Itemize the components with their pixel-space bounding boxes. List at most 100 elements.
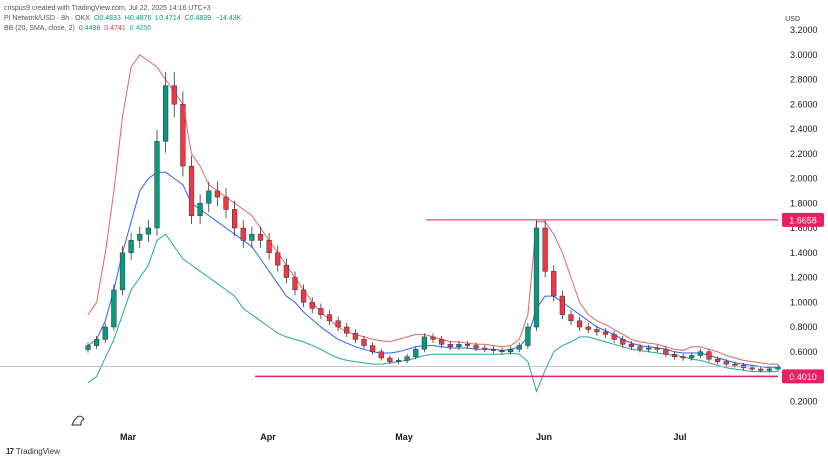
candle-body — [723, 361, 729, 365]
y-tick-label: 3.2000 — [790, 25, 818, 35]
y-tick-label: 1.2000 — [790, 273, 818, 283]
candle-body — [439, 339, 445, 345]
candle-body — [266, 240, 272, 253]
candle-body — [154, 141, 160, 229]
candle-body — [119, 252, 126, 291]
candle-body — [171, 85, 177, 105]
y-tick-label: 1.4000 — [790, 248, 818, 258]
y-tick-label: 0.6000 — [790, 347, 818, 357]
candle-body — [292, 277, 298, 291]
candle-body — [387, 357, 393, 362]
candle-body — [611, 334, 617, 340]
candle-body — [473, 345, 479, 349]
candle-body — [671, 353, 678, 357]
y-tick-label: 2.2000 — [790, 149, 818, 159]
candle-body — [628, 344, 634, 348]
candle-body — [533, 227, 540, 328]
candle-body — [766, 368, 772, 371]
chart-header: crispus9 created with TradingView.com, J… — [4, 4, 241, 34]
candle-body — [456, 344, 462, 348]
candle-body — [585, 326, 591, 330]
candle-body — [404, 356, 410, 361]
y-tick-label: 3.0000 — [790, 50, 818, 60]
candle-body — [240, 227, 246, 241]
candle-body — [421, 336, 427, 350]
candle-body — [715, 358, 721, 362]
y-tick-label: 2.0000 — [790, 174, 818, 184]
candle-body — [206, 190, 212, 204]
candle-body — [163, 85, 169, 142]
candle-body — [335, 320, 341, 328]
candle-body — [637, 346, 643, 350]
price-tag-label: 0.4010 — [789, 372, 817, 382]
y-tick-label: 1.6000 — [790, 223, 818, 233]
candle-body — [464, 344, 471, 346]
low-value: L0.4714 — [155, 15, 181, 22]
candle-body — [568, 314, 574, 322]
candle-body — [378, 351, 384, 359]
candle-body — [490, 349, 496, 351]
candle-body — [732, 363, 738, 366]
candle-body — [482, 347, 488, 350]
symbol-label: PI Network/USD · 8h · OKX — [4, 15, 90, 22]
candle-body — [85, 345, 91, 350]
price-tag — [782, 212, 824, 227]
candle-body — [197, 203, 203, 216]
candle-body — [663, 349, 669, 355]
candle-body — [749, 367, 755, 370]
candle-body — [137, 233, 143, 241]
candle-body — [128, 240, 134, 253]
candle-body — [758, 368, 764, 371]
candle-body — [577, 320, 583, 328]
candle-body — [301, 289, 307, 303]
candle-body — [232, 209, 238, 229]
bb-label: BB (20, SMA, close, 2) — [4, 25, 75, 32]
created-line: crispus9 created with TradingView.com, J… — [4, 5, 211, 12]
candle-body — [249, 233, 255, 241]
bb-lower-line — [87, 233, 778, 393]
candle-body — [352, 332, 358, 340]
x-tick-label: Apr — [260, 432, 276, 442]
y-tick-label: 2.4000 — [790, 124, 818, 134]
candle-body — [370, 345, 376, 352]
candle-body — [344, 326, 350, 334]
y-tick-label: 0.8000 — [790, 322, 818, 332]
candle-body — [395, 360, 402, 362]
candle-body — [283, 264, 289, 278]
candle-body — [94, 339, 100, 346]
bb-basis-line — [87, 171, 778, 369]
candle-body — [646, 347, 652, 350]
price-tag — [782, 369, 824, 384]
candle-body — [318, 308, 324, 315]
candle-body — [602, 331, 609, 335]
x-tick-label: Mar — [120, 432, 137, 442]
candle-body — [257, 233, 264, 241]
candle-body — [326, 314, 333, 322]
volume-value: −14.43K — [215, 15, 242, 22]
bb-lower-value: 0.4256 — [129, 25, 152, 32]
candle-body — [447, 344, 453, 348]
tradingview-logo-text: TradingView — [15, 447, 60, 456]
candle-body — [706, 351, 712, 360]
candle-body — [654, 347, 660, 350]
currency-label: USD — [785, 16, 800, 23]
y-tick-label: 0.2000 — [790, 396, 818, 406]
candle-body — [309, 302, 315, 309]
candle-body — [111, 289, 117, 328]
candle-body — [508, 349, 514, 352]
price-tag-label: 1.6658 — [789, 215, 817, 225]
y-tick-label: 1.0000 — [790, 297, 818, 307]
candle-body — [180, 104, 186, 167]
candle-body — [620, 339, 626, 345]
candle-body — [275, 252, 281, 266]
candle-body — [413, 349, 419, 357]
candle-body — [145, 227, 151, 235]
bb-legend: BB (20, SMA, close, 2) 0.4498 0.4741 0.4… — [4, 24, 241, 34]
open-value: O0.4833 — [93, 15, 121, 22]
candle-body — [551, 271, 557, 297]
bb-upper-value: 0.4741 — [104, 25, 126, 32]
x-tick-label: Jun — [536, 432, 552, 442]
candle-body — [542, 227, 548, 272]
candle-body — [516, 345, 522, 350]
